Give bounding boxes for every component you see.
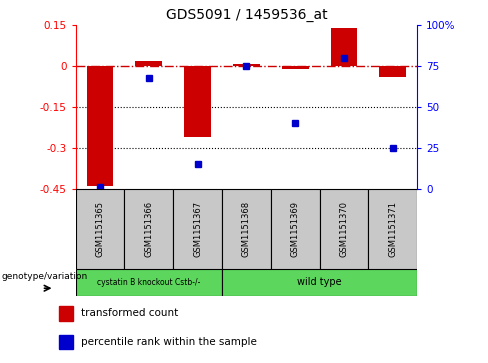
Bar [368,189,417,269]
Bar [233,64,260,66]
Text: GSM1151367: GSM1151367 [193,201,202,257]
Bar [136,61,163,66]
Text: transformed count: transformed count [81,309,178,318]
Text: GSM1151365: GSM1151365 [96,201,104,257]
Bar [76,189,124,269]
Bar [331,28,358,66]
Text: cystatin B knockout Cstb-/-: cystatin B knockout Cstb-/- [97,278,201,287]
Text: wild type: wild type [297,277,342,287]
Text: GSM1151370: GSM1151370 [340,201,348,257]
Bar [222,269,417,296]
Bar [184,66,211,137]
Text: GSM1151371: GSM1151371 [388,201,397,257]
Text: GSM1151369: GSM1151369 [291,201,300,257]
Bar [271,189,320,269]
Bar [173,189,222,269]
Text: percentile rank within the sample: percentile rank within the sample [81,337,256,347]
Bar [59,306,73,321]
Title: GDS5091 / 1459536_at: GDS5091 / 1459536_at [165,8,327,22]
Bar [222,189,271,269]
Bar [59,335,73,350]
Text: GSM1151366: GSM1151366 [144,201,153,257]
Bar [320,189,368,269]
Text: genotype/variation: genotype/variation [1,272,88,281]
Text: GSM1151368: GSM1151368 [242,201,251,257]
Bar [87,66,114,186]
Bar [380,66,407,77]
Bar [124,189,173,269]
Bar [76,269,222,296]
Bar [282,66,309,69]
